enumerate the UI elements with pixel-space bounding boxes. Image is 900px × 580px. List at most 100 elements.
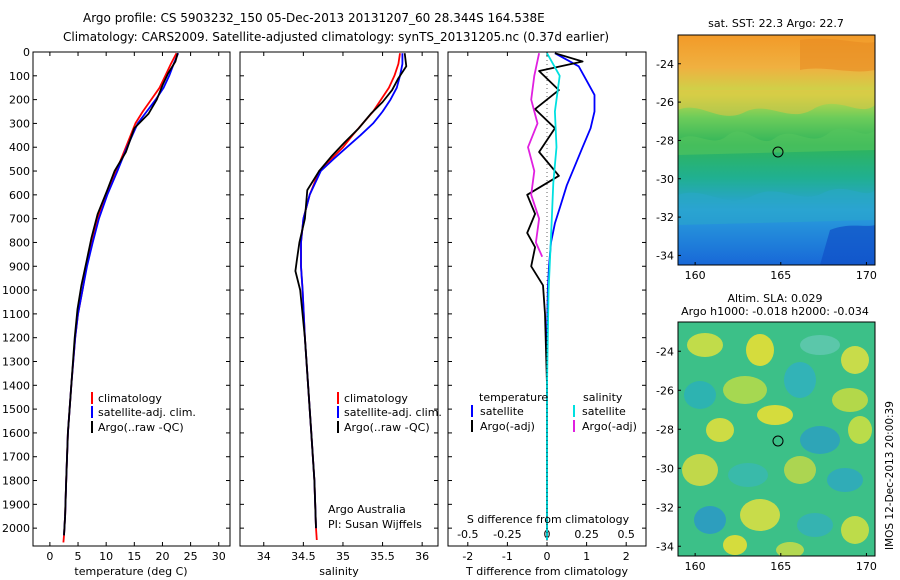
- sla-anomaly: [757, 405, 793, 425]
- x-tick-label: 35: [336, 550, 350, 563]
- legend-title-salinity: salinity: [583, 391, 623, 404]
- s-tick-label: 0.25: [574, 528, 599, 541]
- lat-tick-label: -24: [656, 345, 674, 358]
- sla-anomaly: [694, 506, 726, 534]
- sst-cool-patch: [820, 225, 875, 265]
- sla-anomaly: [784, 362, 816, 398]
- lon-tick-label: 165: [770, 560, 791, 573]
- lat-tick-label: -26: [656, 96, 674, 109]
- depth-tick-label: 2000: [2, 522, 30, 535]
- depth-tick-label: 1300: [2, 355, 30, 368]
- series-salinity-argo-adj-: [527, 53, 544, 258]
- lat-tick-label: -34: [656, 249, 674, 262]
- depth-tick-label: 200: [9, 94, 30, 107]
- sla-map-ticks: 160 165 170 -24 -26 -28 -30 -32 -34: [656, 345, 877, 573]
- s-tick-label: -0.25: [493, 528, 521, 541]
- sst-map: [678, 35, 875, 265]
- lon-tick-label: 165: [770, 269, 791, 282]
- legend-label-climatology: climatology: [344, 392, 408, 405]
- sla-anomaly: [682, 454, 718, 486]
- temperature-legend: climatology satellite-adj. clim. Argo(..…: [91, 392, 196, 434]
- difference-profiles: [526, 52, 596, 540]
- s-difference-axis-label: S difference from climatology: [467, 513, 630, 526]
- lat-tick-label: -34: [656, 540, 674, 553]
- sst-front-middle: [678, 128, 875, 155]
- s-tick-label: 0.5: [617, 528, 635, 541]
- sst-front-upper: [678, 90, 875, 116]
- series-climatology: [300, 53, 401, 541]
- difference-legend: temperature satellite Argo(-adj) salinit…: [471, 391, 637, 433]
- legend-label-climatology: climatology: [98, 392, 162, 405]
- temperature-ticks: 0 5 10 15 20 25 30: [46, 52, 226, 563]
- sla-anomaly: [797, 513, 833, 537]
- lon-tick-label: 170: [856, 560, 877, 573]
- program-note: Argo Australia: [328, 503, 406, 516]
- x-tick-label: 25: [184, 550, 198, 563]
- lat-tick-label: -24: [656, 58, 674, 71]
- legend-label-argo: Argo(..raw -QC): [344, 421, 430, 434]
- sla-anomaly: [848, 416, 872, 444]
- depth-tick-label: 1000: [2, 284, 30, 297]
- legend-label-satellite: satellite-adj. clim.: [98, 406, 196, 419]
- sst-map-title: sat. SST: 22.3 Argo: 22.7: [708, 17, 844, 30]
- x-tick-label: 36: [415, 550, 429, 563]
- x-tick-label: -1: [502, 550, 513, 563]
- series-argo-raw-qc-: [294, 53, 408, 529]
- lat-tick-label: -30: [656, 462, 674, 475]
- legend-label-t-satellite: satellite: [480, 405, 524, 418]
- sla-argo-location-marker: [772, 435, 784, 447]
- sst-argo-location-marker: [772, 146, 784, 158]
- legend-label-argo: Argo(..raw -QC): [98, 421, 184, 434]
- depth-tick-label: 700: [9, 213, 30, 226]
- sla-anomaly: [684, 381, 716, 409]
- sla-anomaly-blobs: [682, 333, 872, 556]
- depth-tick-label: 100: [9, 70, 30, 83]
- x-tick-label: 34.5: [291, 550, 316, 563]
- sst-front-lower: [678, 188, 875, 225]
- legend-label-s-satellite: satellite: [582, 405, 626, 418]
- x-tick-label: 20: [155, 550, 169, 563]
- lat-tick-label: -28: [656, 134, 674, 147]
- t-difference-axis-label: T difference from climatology: [465, 565, 628, 578]
- lon-tick-label: 160: [685, 269, 706, 282]
- depth-tick-label: 500: [9, 165, 30, 178]
- salinity-legend: climatology satellite-adj. clim. Argo(..…: [337, 392, 442, 434]
- sla-anomaly: [776, 542, 804, 556]
- x-tick-label: 0: [46, 550, 53, 563]
- sla-anomaly: [784, 456, 816, 484]
- temperature-axes: [32, 51, 231, 547]
- salinity-axis-label: salinity: [319, 565, 359, 578]
- sla-anomaly: [832, 388, 868, 412]
- temperature-axis-label: temperature (deg C): [74, 565, 187, 578]
- x-tick-label: 1: [583, 550, 590, 563]
- sst-warm-patch: [800, 38, 875, 72]
- sst-map-frame: [677, 34, 876, 266]
- legend-label-s-argo: Argo(-adj): [582, 420, 637, 433]
- header-line-2: Climatology: CARS2009. Satellite-adjuste…: [63, 30, 609, 44]
- sla-anomaly: [740, 499, 780, 531]
- x-tick-label: -2: [462, 550, 473, 563]
- series-argo-raw-qc-: [63, 52, 179, 536]
- difference-ticks: -2 -1 0 1 2-0.5 -0.25 0 0.25 0.5: [448, 51, 646, 563]
- sla-anomaly: [841, 516, 869, 544]
- lon-tick-label: 170: [856, 269, 877, 282]
- salinity-ticks: 34 34.5 35 35.5 36: [240, 51, 438, 563]
- depth-tick-label: 1200: [2, 332, 30, 345]
- legend-title-temperature: temperature: [479, 391, 548, 404]
- x-tick-label: 2: [623, 550, 630, 563]
- lat-tick-label: -28: [656, 423, 674, 436]
- depth-tick-label: 1400: [2, 379, 30, 392]
- lat-tick-label: -26: [656, 384, 674, 397]
- depth-tick-label: 400: [9, 141, 30, 154]
- depth-tick-label: 1900: [2, 498, 30, 511]
- depth-tick-label: 0: [23, 46, 30, 59]
- depth-tick-label: 900: [9, 260, 30, 273]
- header-line-1: Argo profile: CS 5903232_150 05-Dec-2013…: [83, 11, 545, 25]
- depth-tick-label: 800: [9, 236, 30, 249]
- depth-tick-label: 1100: [2, 308, 30, 321]
- sla-anomaly: [706, 418, 734, 442]
- series-temperature-argo-adj-: [526, 52, 584, 540]
- sla-anomaly: [728, 463, 768, 487]
- depth-ticks: 0 100 200 300 400 500 600 700 800 900 1000 1100 1200…: [2, 46, 230, 535]
- sla-anomaly: [723, 376, 767, 404]
